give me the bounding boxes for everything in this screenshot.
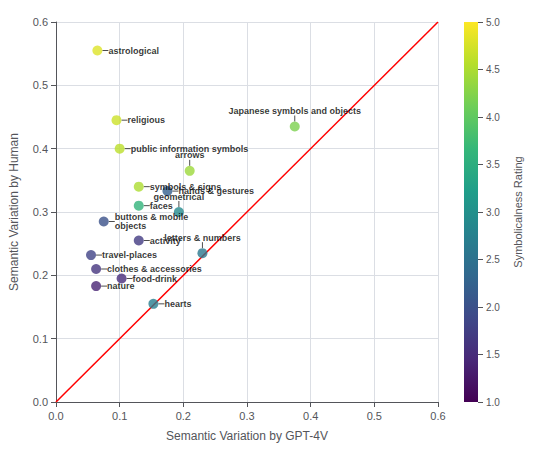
svg-text:buttons & mobile: buttons & mobile	[114, 212, 189, 222]
svg-text:0.3: 0.3	[33, 206, 48, 218]
svg-text:geometrical: geometrical	[154, 192, 205, 202]
svg-text:0.5: 0.5	[367, 410, 382, 422]
svg-text:astrological: astrological	[108, 46, 159, 56]
svg-text:arrows: arrows	[175, 150, 205, 160]
svg-text:0.4: 0.4	[303, 410, 318, 422]
svg-text:0.2: 0.2	[33, 269, 48, 281]
svg-text:2.5: 2.5	[486, 254, 500, 265]
svg-text:0.3: 0.3	[239, 410, 254, 422]
svg-text:religious: religious	[127, 115, 165, 125]
svg-text:4.5: 4.5	[486, 64, 500, 75]
svg-text:nature: nature	[107, 281, 135, 291]
svg-text:travel-places: travel-places	[102, 250, 157, 260]
svg-text:1.0: 1.0	[486, 397, 500, 408]
svg-text:letters & numbers: letters & numbers	[164, 233, 241, 243]
svg-text:0.4: 0.4	[33, 143, 48, 155]
svg-text:faces: faces	[150, 201, 173, 211]
svg-text:hands & gestures: hands & gestures	[178, 186, 254, 197]
svg-text:0.6: 0.6	[430, 410, 445, 422]
svg-text:0.0: 0.0	[48, 410, 63, 422]
svg-text:3.0: 3.0	[486, 207, 500, 218]
svg-text:0.2: 0.2	[176, 410, 191, 422]
svg-text:3.5: 3.5	[486, 159, 500, 170]
svg-text:public information symbols: public information symbols	[130, 143, 249, 154]
svg-text:objects: objects	[115, 221, 147, 231]
svg-text:Japanese symbols and objects: Japanese symbols and objects	[228, 106, 361, 116]
svg-text:0.1: 0.1	[33, 333, 48, 345]
svg-text:clothes & accessories: clothes & accessories	[107, 264, 202, 274]
svg-text:hearts: hearts	[164, 299, 191, 309]
svg-text:1.5: 1.5	[486, 349, 500, 360]
svg-text:Symbolicalness Rating: Symbolicalness Rating	[512, 156, 524, 267]
svg-text:0.1: 0.1	[112, 410, 127, 422]
svg-text:Semantic Variation by Human: Semantic Variation by Human	[7, 133, 21, 291]
svg-text:food-drink: food-drink	[133, 274, 178, 284]
svg-text:0.5: 0.5	[33, 79, 48, 91]
svg-text:0.6: 0.6	[33, 16, 48, 28]
svg-text:5.0: 5.0	[486, 17, 500, 28]
svg-text:2.0: 2.0	[486, 302, 500, 313]
svg-text:Semantic Variation by GPT-4V: Semantic Variation by GPT-4V	[166, 429, 328, 443]
svg-text:0.0: 0.0	[33, 396, 48, 408]
svg-text:4.0: 4.0	[486, 112, 500, 123]
